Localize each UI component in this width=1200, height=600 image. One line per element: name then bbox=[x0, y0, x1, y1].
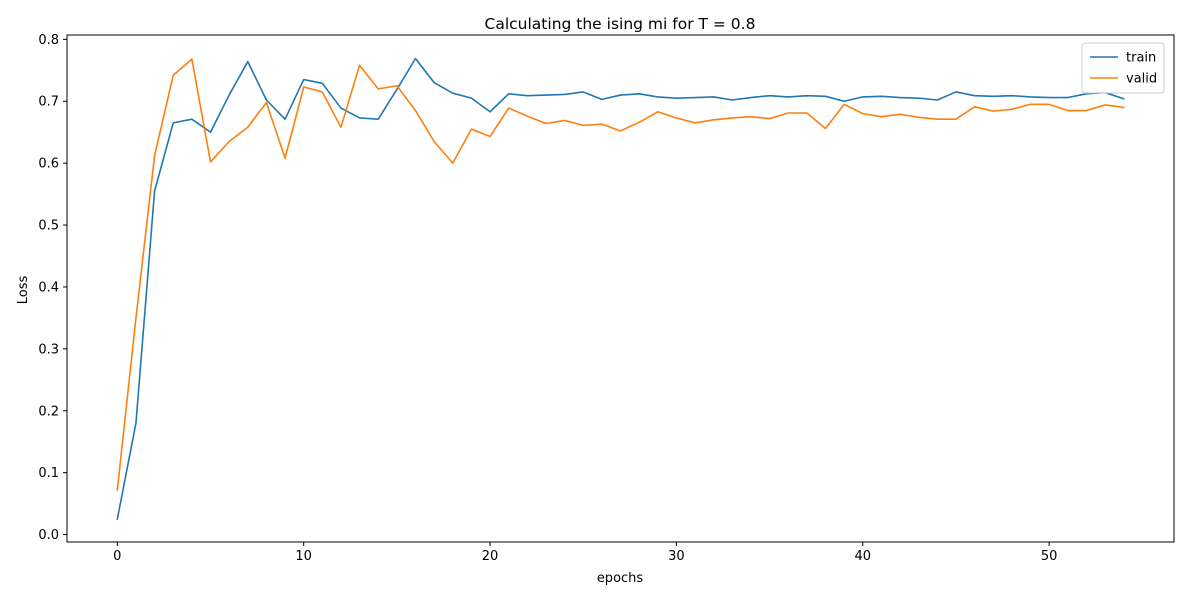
axes-frame bbox=[66, 34, 1175, 543]
series-line-valid bbox=[116, 58, 1125, 491]
y-tick-label: 0.7 bbox=[38, 95, 59, 110]
y-tick-label: 0.5 bbox=[38, 219, 59, 234]
y-axis-label: Loss bbox=[16, 276, 31, 305]
x-tick-label: 0 bbox=[113, 549, 121, 564]
x-axis-label: epochs bbox=[597, 571, 644, 586]
y-axis-ticks: 0.0 0.1 0.2 0.3 0.4 0.5 0.6 0.7 0.8 bbox=[38, 33, 67, 543]
x-tick-label: 20 bbox=[482, 549, 499, 564]
y-tick-label: 0.0 bbox=[38, 528, 59, 543]
y-tick-label: 0.8 bbox=[38, 33, 59, 48]
y-tick-label: 0.1 bbox=[38, 466, 59, 481]
x-tick-label: 10 bbox=[295, 549, 312, 564]
series-line-train bbox=[116, 57, 1125, 521]
legend-box bbox=[1081, 42, 1165, 94]
legend-label-valid: valid bbox=[1126, 72, 1157, 87]
y-tick-label: 0.3 bbox=[38, 342, 59, 357]
x-tick-label: 40 bbox=[854, 549, 871, 564]
x-tick-label: 30 bbox=[668, 549, 685, 564]
y-tick-label: 0.4 bbox=[38, 280, 59, 295]
chart-title: Calculating the ising mi for T = 0.8 bbox=[485, 15, 756, 33]
plot-area bbox=[66, 34, 1175, 543]
legend-label-train: train bbox=[1126, 51, 1156, 66]
x-tick-label: 50 bbox=[1041, 549, 1058, 564]
y-tick-label: 0.6 bbox=[38, 157, 59, 172]
x-axis-ticks: 0 10 20 30 40 50 bbox=[113, 542, 1057, 564]
legend: train valid bbox=[1081, 42, 1165, 94]
y-tick-label: 0.2 bbox=[38, 404, 59, 419]
